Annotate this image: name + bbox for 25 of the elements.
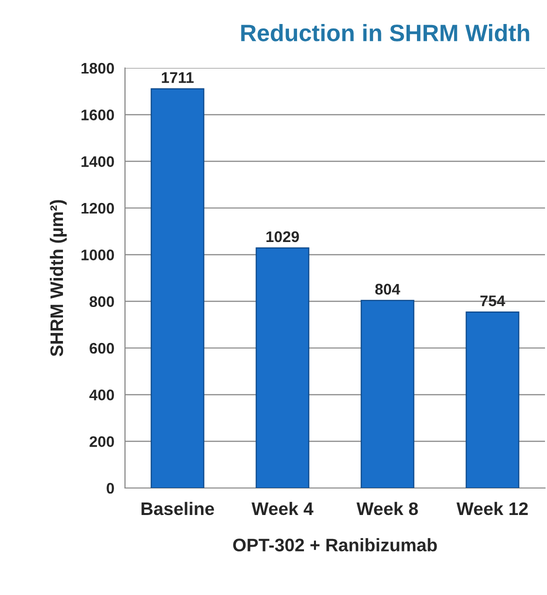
data-label: 754	[480, 296, 506, 306]
y-tick-label: 600	[90, 342, 114, 354]
data-label: 1029	[266, 231, 299, 242]
bar	[360, 300, 414, 488]
y-axis-title: SHRM Width (µm²)	[50, 200, 67, 356]
chart-title: Reduction in SHRM Width	[241, 24, 530, 42]
y-tick-label: 0	[106, 482, 114, 494]
y-tick-label: 1400	[82, 156, 114, 168]
y-tick-label: 800	[90, 296, 114, 308]
x-tick-label: Baseline	[142, 502, 214, 516]
y-tick-label: 1800	[82, 62, 114, 74]
data-label: 1711	[162, 72, 194, 83]
bar	[256, 247, 310, 488]
bar	[150, 88, 204, 488]
x-tick-label: Week 8	[356, 502, 418, 516]
data-label: 804	[375, 284, 400, 295]
y-tick-label: 1200	[82, 202, 114, 214]
x-tick-label: Week 12	[456, 502, 528, 516]
y-tick-label: 1000	[82, 250, 114, 260]
x-axis-title: OPT-302 + Ranibizumab	[233, 538, 437, 552]
bar	[466, 312, 520, 488]
y-tick-label: 200	[90, 436, 114, 448]
x-tick-label: Week 4	[252, 502, 314, 516]
y-tick-label: 400	[89, 390, 114, 400]
y-tick-label: 1600	[82, 110, 114, 120]
